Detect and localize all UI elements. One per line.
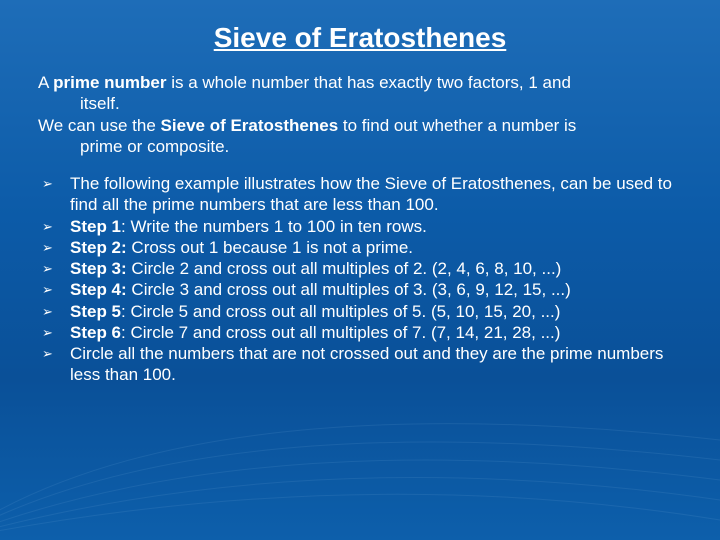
bullet-icon: ➢ — [38, 301, 70, 320]
bullet-bold: Step 3: — [70, 259, 127, 278]
list-item: ➢ Step 5: Circle 5 and cross out all mul… — [38, 301, 682, 322]
bullet-bold: Step 1 — [70, 217, 121, 236]
bullet-text: : Circle 7 and cross out all multiples o… — [121, 323, 560, 342]
list-item: ➢ Step 3: Circle 2 and cross out all mul… — [38, 258, 682, 279]
bullet-icon: ➢ — [38, 237, 70, 256]
bullet-icon: ➢ — [38, 322, 70, 341]
slide-title: Sieve of Eratosthenes — [38, 22, 682, 54]
list-item: ➢ Step 1: Write the numbers 1 to 100 in … — [38, 216, 682, 237]
bullet-text: Circle 2 and cross out all multiples of … — [127, 259, 562, 278]
bullet-bold: Step 5 — [70, 302, 121, 321]
bullet-text: Cross out 1 because 1 is not a prime. — [127, 238, 413, 257]
intro-bold-2: Sieve of Eratosthenes — [161, 116, 339, 135]
intro-bold-1: prime number — [53, 73, 166, 92]
bullet-list: ➢ The following example illustrates how … — [38, 173, 682, 386]
bullet-bold: Step 6 — [70, 323, 121, 342]
list-item: ➢ Step 4: Circle 3 and cross out all mul… — [38, 279, 682, 300]
intro-text: We can use the — [38, 116, 161, 135]
intro-paragraph: A prime number is a whole number that ha… — [38, 72, 682, 157]
bullet-icon: ➢ — [38, 258, 70, 277]
bullet-text: : Circle 5 and cross out all multiples o… — [121, 302, 560, 321]
bullet-bold: Step 4: — [70, 280, 127, 299]
bullet-text: : Write the numbers 1 to 100 in ten rows… — [121, 217, 427, 236]
intro-text: A — [38, 73, 53, 92]
bullet-text: The following example illustrates how th… — [70, 174, 672, 214]
bullet-icon: ➢ — [38, 173, 70, 192]
bullet-bold: Step 2: — [70, 238, 127, 257]
bullet-text: Circle all the numbers that are not cros… — [70, 344, 663, 384]
list-item: ➢ Step 2: Cross out 1 because 1 is not a… — [38, 237, 682, 258]
intro-text: is a whole number that has exactly two f… — [166, 73, 570, 92]
bullet-icon: ➢ — [38, 216, 70, 235]
intro-text: to find out whether a number is — [338, 116, 576, 135]
list-item: ➢ Circle all the numbers that are not cr… — [38, 343, 682, 386]
bullet-text: Circle 3 and cross out all multiples of … — [127, 280, 571, 299]
list-item: ➢ The following example illustrates how … — [38, 173, 682, 216]
bullet-icon: ➢ — [38, 279, 70, 298]
intro-text: itself. — [38, 93, 120, 114]
intro-text: prime or composite. — [38, 136, 229, 157]
bullet-icon: ➢ — [38, 343, 70, 362]
list-item: ➢ Step 6: Circle 7 and cross out all mul… — [38, 322, 682, 343]
